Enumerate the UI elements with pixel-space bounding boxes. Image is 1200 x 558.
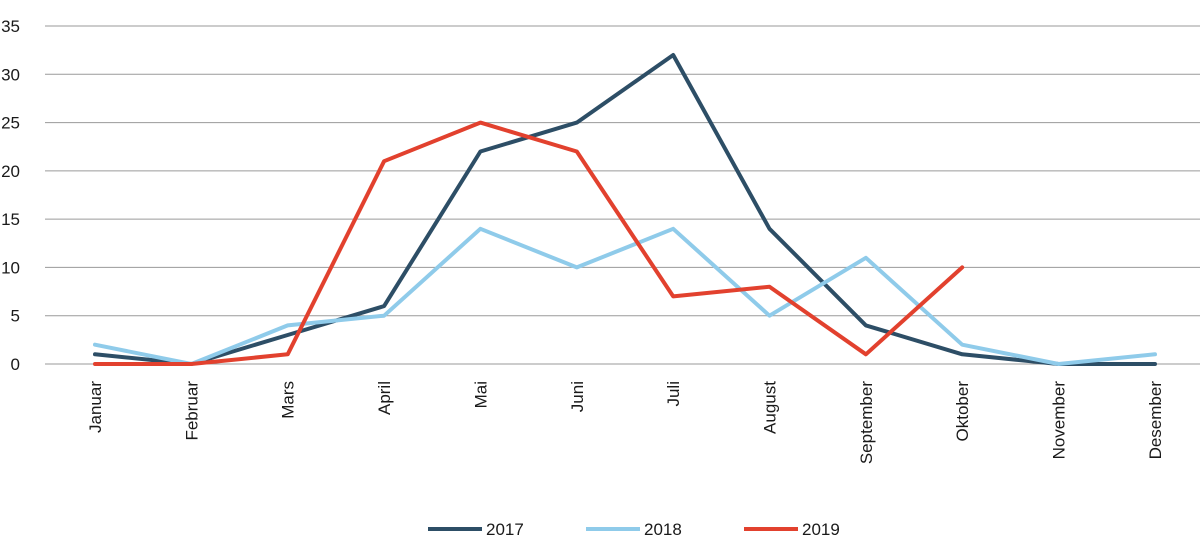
y-axis-tick-labels: 0 5 10 15 20 25 30 35 xyxy=(1,17,20,374)
series-line-2019 xyxy=(93,120,965,366)
legend: 2017 2018 2019 xyxy=(428,520,840,539)
x-tick-label: Juli xyxy=(664,381,683,407)
y-tick-label: 0 xyxy=(11,355,20,374)
legend-item-2018: 2018 xyxy=(586,520,682,539)
x-tick-label: Januar xyxy=(86,381,105,433)
x-tick-label: Desember xyxy=(1146,381,1165,460)
x-axis-tick-labels: Januar Februar Mars April Mai Juni Juli August S… xyxy=(86,381,1165,465)
y-tick-label: 5 xyxy=(11,307,20,326)
legend-label: 2018 xyxy=(644,520,682,539)
y-tick-label: 15 xyxy=(1,210,20,229)
series-line-2018 xyxy=(93,226,1157,366)
y-tick-label: 35 xyxy=(1,17,20,36)
x-tick-label: April xyxy=(375,381,394,415)
y-tick-label: 30 xyxy=(1,65,20,84)
x-tick-label: Juni xyxy=(568,381,587,412)
y-tick-label: 20 xyxy=(1,162,20,181)
legend-item-2017: 2017 xyxy=(428,520,524,539)
y-tick-label: 25 xyxy=(1,114,20,133)
x-tick-label: Oktober xyxy=(953,381,972,442)
legend-label: 2019 xyxy=(802,520,840,539)
y-tick-label: 10 xyxy=(1,258,20,277)
x-tick-label: November xyxy=(1050,381,1069,460)
x-tick-label: September xyxy=(857,381,876,464)
x-tick-label: Februar xyxy=(182,381,201,441)
legend-label: 2017 xyxy=(486,520,524,539)
x-tick-label: August xyxy=(761,381,780,434)
legend-item-2019: 2019 xyxy=(744,520,840,539)
series-lines xyxy=(93,53,1157,366)
x-tick-label: Mai xyxy=(471,381,490,408)
x-tick-label: Mars xyxy=(279,381,298,419)
gridlines xyxy=(45,25,1200,365)
series-line-2017 xyxy=(93,53,1157,366)
